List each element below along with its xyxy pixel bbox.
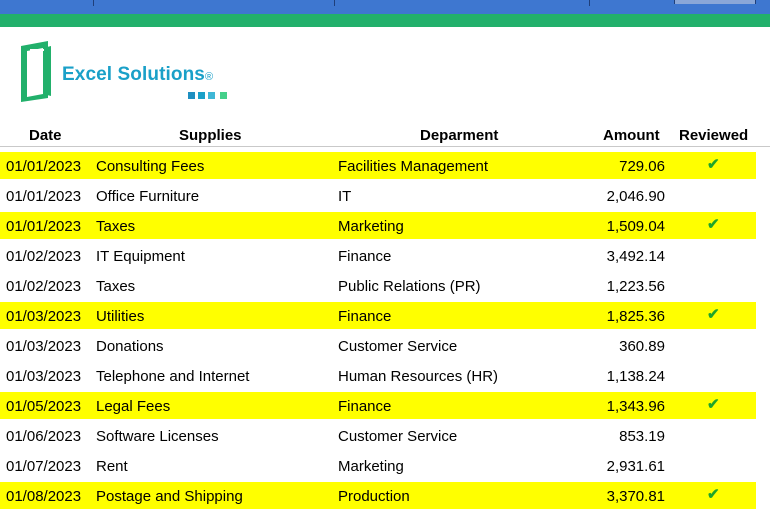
- header-reviewed[interactable]: Reviewed: [679, 127, 749, 144]
- cell-department[interactable]: Marketing: [338, 458, 404, 475]
- table-header: Date Supplies Deparment Amount Reviewed: [0, 125, 770, 147]
- cell-amount[interactable]: 2,931.61: [606, 458, 665, 475]
- cell-department[interactable]: Finance: [338, 308, 392, 325]
- table-row[interactable]: 01/08/2023 Postage and Shipping Production…: [0, 482, 770, 509]
- table-row[interactable]: 01/03/2023 Donations Customer Service 360.8…: [0, 332, 770, 362]
- reviewed-check-icon[interactable]: ✔: [707, 216, 720, 233]
- header-supplies[interactable]: Supplies: [179, 127, 242, 144]
- cell-department[interactable]: Human Resources (HR): [338, 368, 499, 385]
- banner-blue-band: [0, 0, 770, 14]
- cell-date[interactable]: 01/02/2023: [6, 248, 82, 265]
- cell-supplies[interactable]: Rent: [96, 458, 128, 475]
- door-logo-icon: [21, 41, 51, 102]
- cell-date[interactable]: 01/05/2023: [6, 398, 82, 415]
- cell-date[interactable]: 01/02/2023: [6, 278, 82, 295]
- logo-wordmark: Excel Solutions®: [62, 64, 213, 86]
- table-row[interactable]: 01/06/2023 Software Licenses Customer Serv…: [0, 422, 770, 452]
- logo-dot: [220, 92, 227, 99]
- table-row[interactable]: 01/02/2023 IT Equipment Finance 3,492.14: [0, 242, 770, 272]
- cell-amount[interactable]: 3,492.14: [606, 248, 665, 265]
- expense-table-body: 01/01/2023 Consulting Fees Facilities Mana…: [0, 152, 770, 509]
- selected-cell-indicator[interactable]: [674, 0, 756, 4]
- cell-amount[interactable]: 853.19: [619, 428, 665, 445]
- reviewed-check-icon[interactable]: ✔: [707, 156, 720, 173]
- banner-green-band: [0, 14, 770, 27]
- cell-amount[interactable]: 1,825.36: [606, 308, 665, 325]
- cell-supplies[interactable]: Utilities: [96, 308, 145, 325]
- logo-dot: [208, 92, 215, 99]
- logo-dot: [198, 92, 205, 99]
- cell-date[interactable]: 01/01/2023: [6, 158, 82, 175]
- brand-name: Excel Solutions: [62, 64, 205, 85]
- cell-department[interactable]: Customer Service: [338, 428, 458, 445]
- row-highlight: [0, 152, 756, 179]
- row-highlight: [0, 302, 756, 329]
- cell-date[interactable]: 01/08/2023: [6, 488, 82, 505]
- column-divider: [93, 0, 94, 6]
- cell-supplies[interactable]: Taxes: [96, 278, 136, 295]
- cell-supplies[interactable]: Donations: [96, 338, 164, 355]
- cell-supplies[interactable]: Software Licenses: [96, 428, 219, 445]
- cell-amount[interactable]: 3,370.81: [606, 488, 665, 505]
- cell-date[interactable]: 01/06/2023: [6, 428, 82, 445]
- header-department[interactable]: Deparment: [420, 127, 499, 144]
- reviewed-check-icon[interactable]: ✔: [707, 396, 720, 413]
- cell-department[interactable]: Production: [338, 488, 410, 505]
- cell-date[interactable]: 01/03/2023: [6, 368, 82, 385]
- row-highlight: [0, 212, 756, 239]
- excel-solutions-logo: Excel Solutions®: [18, 40, 238, 102]
- cell-date[interactable]: 01/01/2023: [6, 188, 82, 205]
- table-row[interactable]: 01/03/2023 Telephone and Internet Human Re…: [0, 362, 770, 392]
- cell-department[interactable]: Finance: [338, 398, 392, 415]
- cell-amount[interactable]: 729.06: [619, 158, 665, 175]
- row-highlight: [0, 482, 756, 509]
- cell-amount[interactable]: 2,046.90: [606, 188, 665, 205]
- cell-department[interactable]: Marketing: [338, 218, 404, 235]
- cell-amount[interactable]: 1,223.56: [606, 278, 665, 295]
- column-divider: [334, 0, 335, 6]
- cell-supplies[interactable]: Consulting Fees: [96, 158, 205, 175]
- cell-date[interactable]: 01/07/2023: [6, 458, 82, 475]
- cell-department[interactable]: Finance: [338, 248, 392, 265]
- cell-supplies[interactable]: IT Equipment: [96, 248, 185, 265]
- cell-supplies[interactable]: Office Furniture: [96, 188, 200, 205]
- table-row[interactable]: 01/01/2023 Taxes Marketing 1,509.04 ✔: [0, 212, 770, 242]
- reviewed-check-icon[interactable]: ✔: [707, 306, 720, 323]
- sheet-top-banner: [0, 0, 770, 27]
- registered-mark: ®: [204, 71, 214, 83]
- cell-date[interactable]: 01/03/2023: [6, 308, 82, 325]
- cell-amount[interactable]: 1,343.96: [606, 398, 665, 415]
- cell-supplies[interactable]: Telephone and Internet: [96, 368, 250, 385]
- cell-supplies[interactable]: Legal Fees: [96, 398, 171, 415]
- table-row[interactable]: 01/05/2023 Legal Fees Finance 1,343.96 ✔: [0, 392, 770, 422]
- reviewed-check-icon[interactable]: ✔: [707, 486, 720, 503]
- table-row[interactable]: 01/07/2023 Rent Marketing 2,931.61: [0, 452, 770, 482]
- cell-department[interactable]: Facilities Management: [338, 158, 489, 175]
- logo-dot: [188, 92, 195, 99]
- table-row[interactable]: 01/03/2023 Utilities Finance 1,825.36 ✔: [0, 302, 770, 332]
- cell-amount[interactable]: 1,509.04: [606, 218, 665, 235]
- cell-department[interactable]: Public Relations (PR): [338, 278, 481, 295]
- table-row[interactable]: 01/02/2023 Taxes Public Relations (PR) 1,22…: [0, 272, 770, 302]
- header-date[interactable]: Date: [29, 127, 62, 144]
- table-row[interactable]: 01/01/2023 Office Furniture IT 2,046.90: [0, 182, 770, 212]
- header-amount[interactable]: Amount: [603, 127, 660, 144]
- cell-amount[interactable]: 1,138.24: [606, 368, 665, 385]
- cell-supplies[interactable]: Postage and Shipping: [96, 488, 243, 505]
- cell-department[interactable]: Customer Service: [338, 338, 458, 355]
- cell-date[interactable]: 01/01/2023: [6, 218, 82, 235]
- column-divider: [589, 0, 590, 6]
- cell-date[interactable]: 01/03/2023: [6, 338, 82, 355]
- cell-amount[interactable]: 360.89: [619, 338, 665, 355]
- cell-supplies[interactable]: Taxes: [96, 218, 136, 235]
- table-row[interactable]: 01/01/2023 Consulting Fees Facilities Mana…: [0, 152, 770, 182]
- row-highlight: [0, 392, 756, 419]
- cell-department[interactable]: IT: [338, 188, 352, 205]
